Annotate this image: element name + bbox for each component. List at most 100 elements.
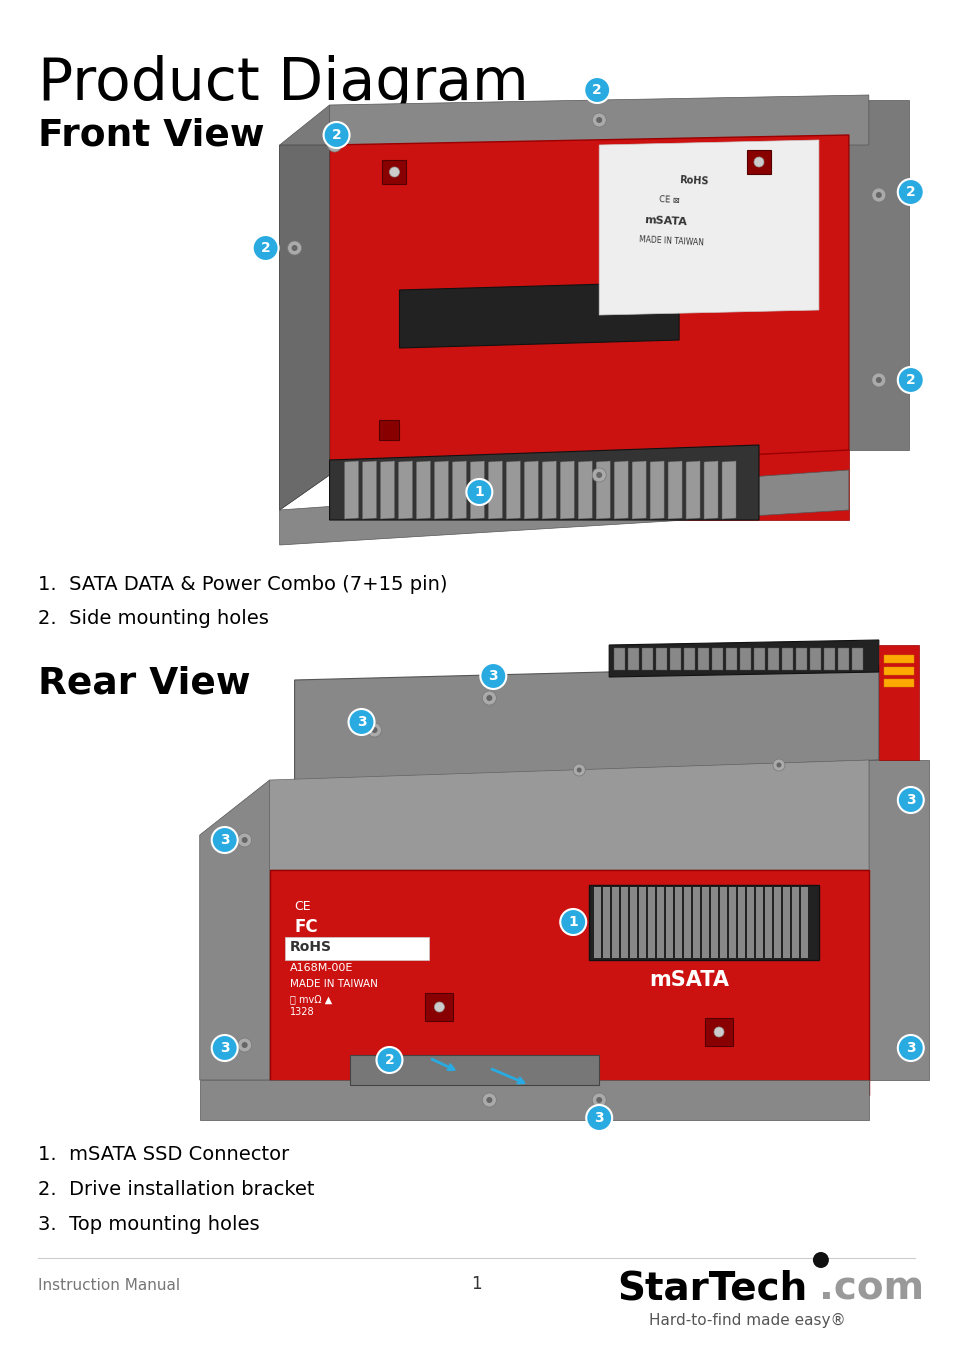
Circle shape [241, 1042, 248, 1048]
Text: 2: 2 [332, 128, 341, 143]
Polygon shape [720, 886, 726, 958]
Polygon shape [725, 648, 737, 670]
Polygon shape [612, 886, 618, 958]
Text: 2.  Side mounting holes: 2. Side mounting holes [38, 609, 269, 628]
Circle shape [482, 1093, 496, 1107]
Polygon shape [399, 282, 679, 348]
Text: 1: 1 [471, 1275, 481, 1293]
Circle shape [212, 1036, 237, 1061]
Polygon shape [791, 886, 798, 958]
Text: 2: 2 [384, 1053, 394, 1067]
Circle shape [292, 245, 297, 252]
Text: 2: 2 [260, 241, 271, 256]
Polygon shape [692, 886, 700, 958]
Text: RoHS: RoHS [290, 940, 332, 954]
Text: 3: 3 [905, 1041, 915, 1054]
Text: Rear View: Rear View [38, 664, 251, 701]
Polygon shape [868, 760, 928, 1080]
Text: Front View: Front View [38, 118, 264, 153]
Circle shape [466, 479, 492, 504]
Polygon shape [329, 95, 868, 145]
Polygon shape [541, 461, 556, 519]
Circle shape [483, 694, 495, 706]
Text: 2: 2 [592, 83, 601, 97]
Polygon shape [270, 760, 868, 870]
Text: Instruction Manual: Instruction Manual [38, 1278, 180, 1293]
Circle shape [482, 691, 496, 705]
Polygon shape [506, 461, 519, 519]
Polygon shape [704, 1018, 732, 1046]
Polygon shape [701, 886, 708, 958]
Polygon shape [782, 886, 789, 958]
Polygon shape [746, 151, 770, 174]
Text: FC: FC [294, 919, 318, 936]
Text: mSATA: mSATA [643, 215, 686, 227]
Text: 1.  mSATA SSD Connector: 1. mSATA SSD Connector [38, 1145, 289, 1163]
Polygon shape [270, 870, 868, 1095]
Polygon shape [279, 469, 848, 545]
Circle shape [367, 724, 381, 737]
Polygon shape [649, 461, 663, 519]
Circle shape [486, 695, 492, 701]
Circle shape [596, 472, 601, 477]
Polygon shape [488, 461, 502, 519]
Polygon shape [614, 648, 624, 670]
Polygon shape [434, 461, 448, 519]
Circle shape [896, 794, 910, 807]
Polygon shape [329, 134, 848, 475]
Circle shape [559, 909, 585, 935]
Polygon shape [773, 886, 781, 958]
Text: mSATA: mSATA [648, 970, 728, 990]
Polygon shape [641, 648, 653, 670]
Polygon shape [594, 886, 600, 958]
Polygon shape [416, 461, 430, 519]
Circle shape [897, 1036, 923, 1061]
Text: MADE IN TAIWAN: MADE IN TAIWAN [639, 235, 703, 247]
Text: RoHS: RoHS [679, 175, 708, 187]
Circle shape [376, 1046, 402, 1073]
Circle shape [348, 709, 375, 734]
Polygon shape [809, 648, 820, 670]
Text: 3: 3 [488, 668, 497, 683]
Polygon shape [294, 664, 878, 780]
Polygon shape [627, 648, 639, 670]
Text: 3: 3 [594, 1111, 603, 1124]
Polygon shape [795, 648, 806, 670]
Polygon shape [698, 648, 708, 670]
Circle shape [237, 1038, 252, 1052]
Text: 2: 2 [905, 186, 915, 199]
Polygon shape [452, 461, 466, 519]
Polygon shape [279, 145, 329, 510]
Polygon shape [669, 648, 680, 670]
Polygon shape [711, 648, 722, 670]
Text: 2: 2 [905, 373, 915, 387]
Circle shape [875, 192, 881, 198]
Circle shape [596, 117, 601, 122]
Circle shape [241, 837, 248, 843]
Polygon shape [848, 100, 908, 451]
Text: 3: 3 [219, 1041, 230, 1054]
Polygon shape [614, 461, 627, 519]
Polygon shape [882, 667, 913, 675]
Polygon shape [425, 993, 453, 1021]
Circle shape [875, 377, 881, 383]
Circle shape [237, 833, 252, 847]
Text: StarTech: StarTech [617, 1270, 806, 1307]
Polygon shape [656, 648, 666, 670]
Polygon shape [665, 886, 673, 958]
Text: Hard-to-find made easy®: Hard-to-find made easy® [648, 1313, 845, 1328]
Polygon shape [667, 461, 681, 519]
Circle shape [897, 179, 923, 204]
Text: 1: 1 [568, 915, 578, 929]
Circle shape [212, 827, 237, 853]
Polygon shape [683, 648, 695, 670]
Polygon shape [382, 160, 406, 184]
Text: 3: 3 [356, 716, 366, 729]
Polygon shape [279, 105, 329, 510]
Circle shape [327, 139, 341, 152]
Circle shape [871, 188, 885, 202]
Text: 3: 3 [905, 794, 915, 807]
Text: A168M-00E: A168M-00E [290, 963, 353, 972]
Polygon shape [639, 886, 645, 958]
Polygon shape [596, 461, 610, 519]
